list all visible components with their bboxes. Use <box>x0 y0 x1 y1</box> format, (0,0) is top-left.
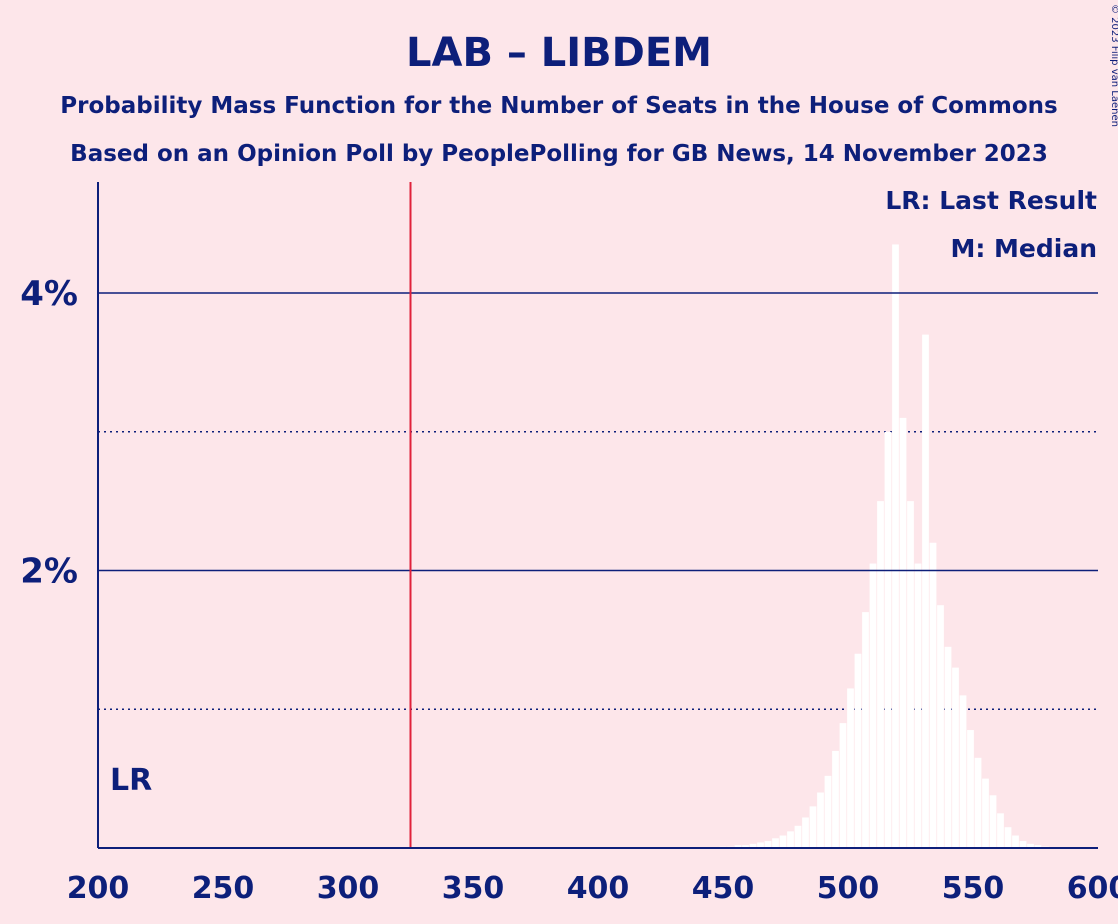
pmf-bar <box>869 563 877 848</box>
legend-median: M: Median <box>950 234 1097 263</box>
gridlines <box>98 431 1098 710</box>
x-tick-label: 250 <box>192 871 255 906</box>
pmf-bar <box>839 723 847 848</box>
pmf-bar <box>1019 841 1027 848</box>
legend-last-result: LR: Last Result <box>885 186 1097 215</box>
pmf-bar <box>742 845 749 848</box>
pmf-bar <box>787 831 794 848</box>
pmf-bar <box>847 688 854 848</box>
pmf-bar <box>832 750 839 848</box>
pmf-bar <box>854 653 862 848</box>
pmf-bar <box>974 757 982 848</box>
pmf-bar <box>779 835 787 848</box>
pmf-bar <box>952 667 959 848</box>
pmf-bar <box>1027 843 1034 848</box>
y-axis-ticks: 2% 4% <box>20 274 78 592</box>
pmf-bar <box>892 244 899 848</box>
pmf-bars <box>719 244 1049 848</box>
pmf-bar <box>1034 845 1042 848</box>
x-tick-label: 400 <box>567 871 630 906</box>
last-result-marker: LR <box>110 763 152 798</box>
pmf-bar <box>989 795 997 848</box>
pmf-bar <box>824 775 832 848</box>
x-tick-label: 500 <box>817 871 880 906</box>
pmf-bar <box>794 825 802 848</box>
pmf-bar <box>1004 827 1012 848</box>
pmf-bar <box>1012 835 1019 848</box>
pmf-bar <box>802 817 809 848</box>
chart-subtitle-1: Probability Mass Function for the Number… <box>60 93 1057 119</box>
pmf-bar <box>809 806 817 848</box>
chart-title: LAB – LIBDEM <box>406 30 712 76</box>
pmf-bar <box>929 542 937 848</box>
x-tick-label: 300 <box>317 871 380 906</box>
x-tick-label: 200 <box>67 871 130 906</box>
x-axis-ticks: 200 250 300 350 400 450 500 550 600 <box>67 871 1118 906</box>
pmf-bar <box>944 646 952 848</box>
x-tick-label: 600 <box>1067 871 1118 906</box>
pmf-bar <box>937 605 944 848</box>
pmf-bar <box>862 612 869 848</box>
pmf-bar <box>907 501 914 848</box>
pmf-bar <box>959 695 967 848</box>
pmf-bar <box>982 778 989 848</box>
pmf-bar <box>772 838 779 848</box>
pmf-bar <box>884 431 892 848</box>
pmf-bar <box>877 501 884 848</box>
pmf-bar <box>749 843 757 848</box>
pmf-bar <box>817 792 824 848</box>
x-tick-label: 350 <box>442 871 505 906</box>
pmf-bar <box>899 417 907 848</box>
major-gridlines <box>98 292 1098 572</box>
pmf-bar <box>764 841 772 848</box>
copyright-note: © 2023 Filip van Laenen <box>1109 4 1118 127</box>
x-tick-label: 550 <box>942 871 1005 906</box>
pmf-bar <box>922 334 929 848</box>
chart-subtitle-2: Based on an Opinion Poll by PeoplePollin… <box>70 141 1048 167</box>
pmf-bar <box>734 845 742 848</box>
x-tick-label: 450 <box>692 871 755 906</box>
pmf-bar <box>997 813 1004 848</box>
y-tick-label: 2% <box>20 552 78 592</box>
pmf-bar <box>757 842 764 848</box>
pmf-bar <box>967 730 974 848</box>
y-tick-label: 4% <box>20 274 78 314</box>
pmf-bar <box>914 563 922 848</box>
